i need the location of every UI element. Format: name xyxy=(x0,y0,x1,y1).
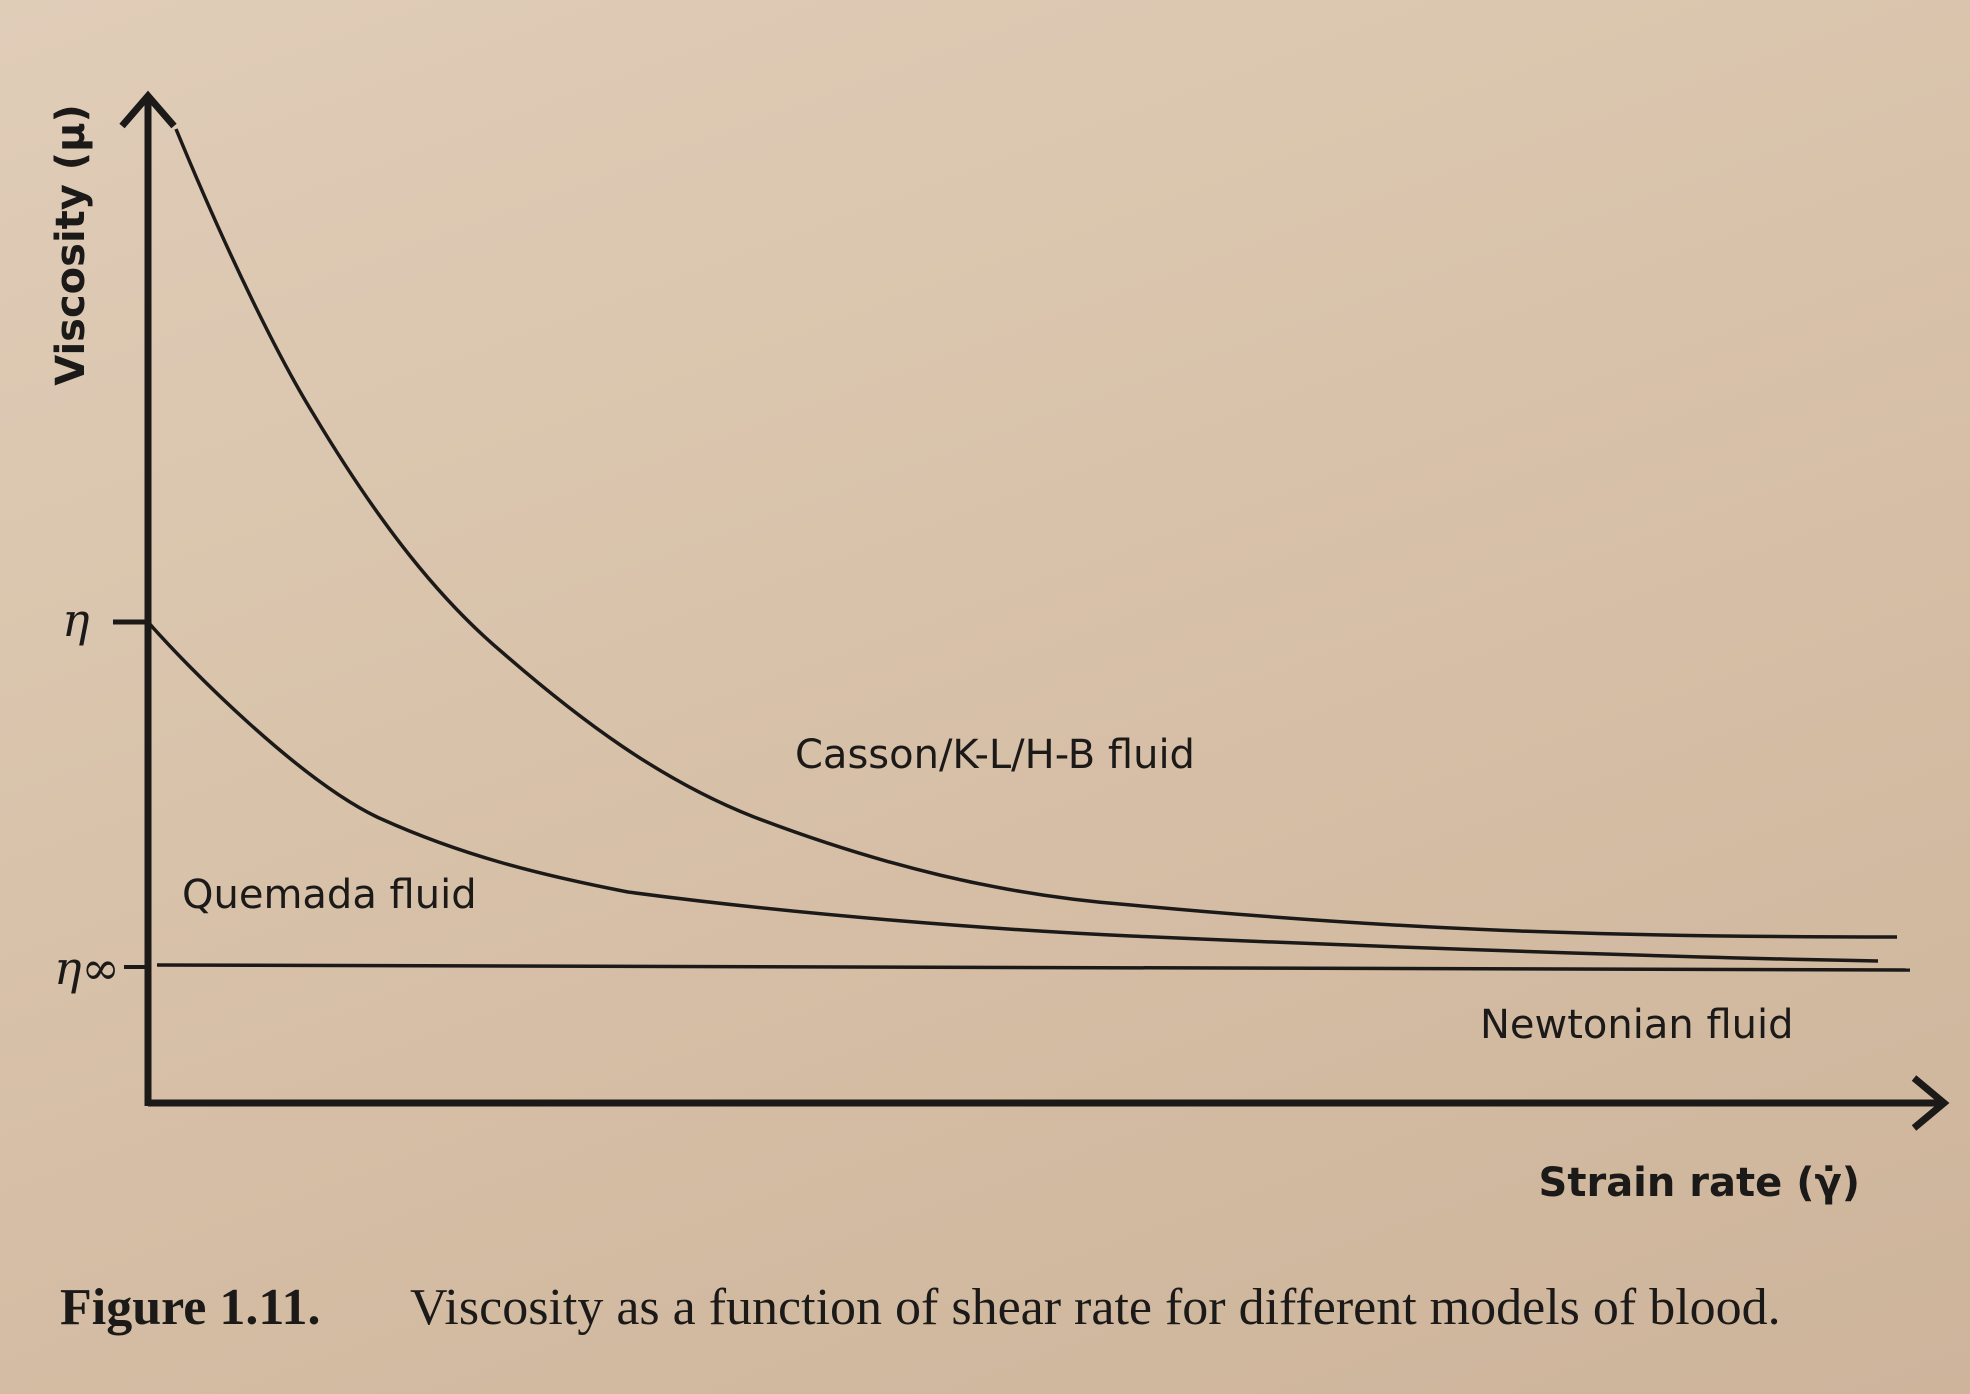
caption: Figure 1.11. Viscosity as a function of … xyxy=(60,1279,1781,1336)
y-tick-label: η xyxy=(62,593,90,647)
caption-text: Viscosity as a function of shear rate fo… xyxy=(410,1279,1781,1336)
caption-number: Figure 1.11. xyxy=(60,1279,320,1336)
x-axis-label: Strain rate (γ̇) xyxy=(1539,1160,1860,1206)
quemada-curve xyxy=(146,620,1879,963)
curve-label: Newtonian fluid xyxy=(1480,1002,1794,1048)
y-axis-label: Viscosity (μ) xyxy=(48,104,94,386)
x-axis-arrow xyxy=(1911,1075,1950,1131)
y-axis-arrow xyxy=(119,90,177,129)
newtonian-line xyxy=(156,963,1911,972)
casson-curve xyxy=(174,128,1898,939)
curve-label: Casson/K-L/H-B fluid xyxy=(795,732,1195,778)
curve-label: Quemada fluid xyxy=(182,872,477,918)
y-tick-label: η∞ xyxy=(54,941,120,995)
